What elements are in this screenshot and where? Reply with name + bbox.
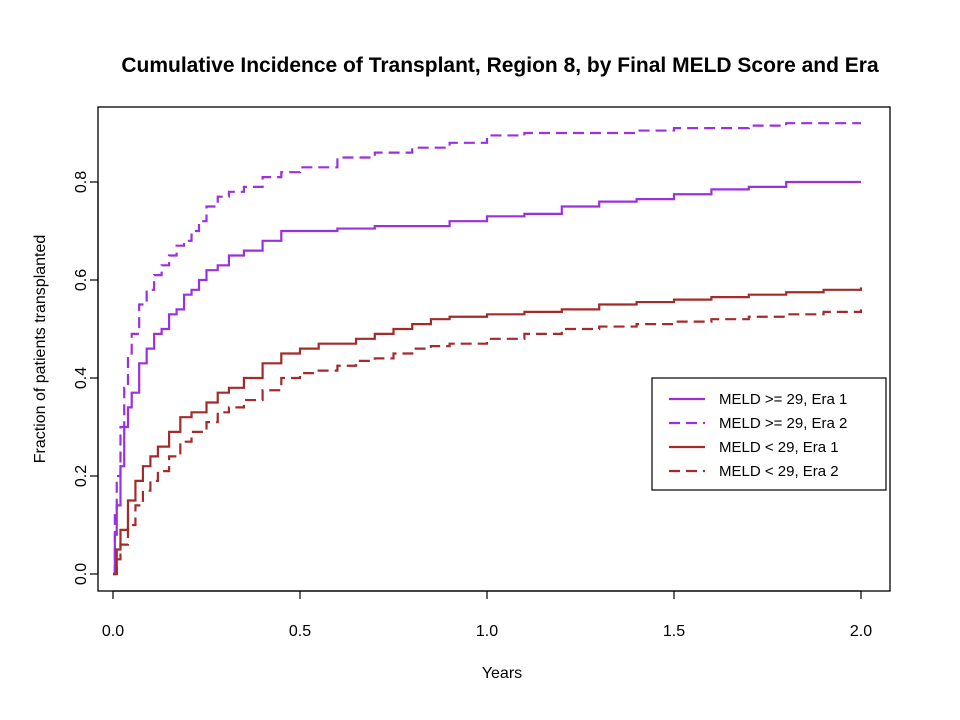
legend-item-label: MELD < 29, Era 1: [719, 439, 839, 456]
x-tick-label: 0.0: [102, 623, 124, 640]
chart-title: Cumulative Incidence of Transplant, Regi…: [121, 54, 879, 77]
x-tick-label: 0.5: [289, 623, 311, 640]
x-tick-label: 2.0: [850, 623, 872, 640]
series-line-1: [113, 180, 861, 576]
plot-area: [97, 106, 891, 592]
series-line-4: [113, 309, 863, 576]
series-line-2: [113, 122, 861, 576]
y-tick-label: 0.2: [73, 465, 90, 487]
legend-item-label: MELD >= 29, Era 1: [719, 391, 847, 408]
series-layer: [113, 122, 863, 576]
y-axis-label: Fraction of patients transplanted: [32, 235, 49, 464]
y-tick-label: 0.0: [73, 563, 90, 585]
series-line-3: [113, 287, 863, 576]
y-tick-label: 0.6: [73, 269, 90, 291]
y-tick-label: 0.4: [73, 367, 90, 389]
x-axis: 0.0 0.5 1.0 1.5 2.0: [102, 590, 872, 640]
y-axis: 0.0 0.2 0.4 0.6 0.8: [73, 171, 99, 585]
x-axis-label: Years: [482, 665, 522, 682]
y-tick-label: 0.8: [73, 171, 90, 193]
x-tick-label: 1.5: [663, 623, 685, 640]
legend-item-label: MELD >= 29, Era 2: [719, 415, 847, 432]
legend: MELD >= 29, Era 1 MELD >= 29, Era 2 MELD <…: [651, 377, 887, 491]
x-tick-label: 1.0: [476, 623, 498, 640]
legend-item-label: MELD < 29, Era 2: [719, 463, 839, 480]
